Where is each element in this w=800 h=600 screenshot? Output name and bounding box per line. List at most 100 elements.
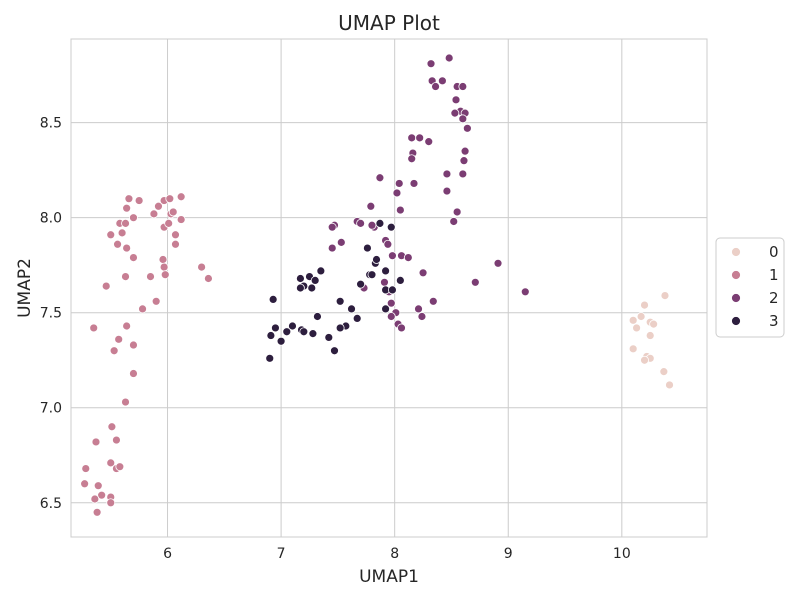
data-point-series-2 xyxy=(458,169,468,179)
data-point-series-2 xyxy=(470,277,480,287)
data-point-series-3 xyxy=(310,275,320,285)
data-point-series-3 xyxy=(386,222,396,232)
data-point-series-3 xyxy=(271,323,280,333)
data-point-series-2 xyxy=(394,179,404,188)
x-axis-label: UMAP1 xyxy=(359,567,419,587)
legend-marker-0 xyxy=(731,247,741,257)
data-point-series-2 xyxy=(458,82,468,91)
data-point-series-1 xyxy=(106,230,116,240)
data-point-series-2 xyxy=(414,304,423,314)
chart-title: UMAP Plot xyxy=(338,11,440,35)
data-point-series-1 xyxy=(81,464,91,473)
data-point-series-2 xyxy=(493,258,503,268)
data-point-series-1 xyxy=(151,296,161,306)
series-3-points xyxy=(265,218,405,363)
data-point-series-2 xyxy=(452,207,462,217)
data-point-series-3 xyxy=(276,336,286,346)
data-point-series-1 xyxy=(93,481,103,491)
data-point-series-1 xyxy=(107,422,117,432)
data-point-series-1 xyxy=(122,243,132,253)
data-point-series-1 xyxy=(146,272,155,281)
data-point-series-1 xyxy=(115,462,125,472)
series-0-points xyxy=(628,291,674,390)
data-point-series-1 xyxy=(176,215,186,224)
data-point-series-1 xyxy=(92,507,102,517)
series-1-points xyxy=(80,192,213,517)
data-point-series-1 xyxy=(121,272,130,281)
data-point-series-2 xyxy=(442,169,452,179)
data-point-series-3 xyxy=(372,255,381,264)
data-point-series-3 xyxy=(352,314,362,323)
data-point-series-1 xyxy=(197,262,207,272)
data-point-series-2 xyxy=(409,179,419,188)
data-point-series-2 xyxy=(327,222,337,232)
data-point-series-2 xyxy=(415,133,425,143)
data-point-series-3 xyxy=(375,218,385,228)
x-tick-label: 6 xyxy=(163,546,172,562)
data-point-series-1 xyxy=(171,230,180,240)
tick-labels: 6 7 8 9 10 6.5 7.0 7.5 8.0 8.5 xyxy=(40,116,631,562)
data-point-series-1 xyxy=(113,239,122,249)
data-point-series-2 xyxy=(520,287,530,297)
plot-area-frame xyxy=(70,38,708,538)
data-point-series-1 xyxy=(114,334,124,344)
data-point-series-3 xyxy=(296,274,305,283)
data-point-series-1 xyxy=(91,437,101,447)
data-point-series-1 xyxy=(117,228,127,238)
data-point-series-2 xyxy=(367,220,377,230)
data-point-series-3 xyxy=(367,270,377,280)
data-point-series-2 xyxy=(460,146,470,156)
data-point-series-2 xyxy=(417,312,427,321)
data-point-series-1 xyxy=(176,192,186,202)
data-point-series-1 xyxy=(204,274,213,283)
data-point-series-1 xyxy=(122,203,132,213)
data-point-series-0 xyxy=(659,367,669,377)
data-point-series-2 xyxy=(418,268,428,278)
data-point-series-1 xyxy=(160,270,170,280)
legend-label-1: 1 xyxy=(769,266,779,284)
data-point-series-3 xyxy=(356,279,366,289)
data-point-series-2 xyxy=(397,323,406,333)
legend-label-0: 0 xyxy=(769,243,779,261)
legend: 0 1 2 3 xyxy=(715,237,785,338)
data-point-series-2 xyxy=(428,296,438,306)
data-point-series-2 xyxy=(424,137,434,147)
data-point-series-1 xyxy=(122,321,132,331)
data-point-series-2 xyxy=(366,201,376,211)
data-point-series-0 xyxy=(645,331,655,340)
data-point-series-0 xyxy=(640,355,649,365)
data-point-series-3 xyxy=(335,296,345,306)
data-point-series-2 xyxy=(388,251,397,261)
x-tick-label: 10 xyxy=(613,546,631,562)
y-tick-label: 8.0 xyxy=(40,211,62,227)
x-tick-label: 9 xyxy=(504,546,513,562)
data-point-series-1 xyxy=(129,340,138,350)
data-point-series-2 xyxy=(336,237,346,247)
data-point-series-0 xyxy=(628,315,638,325)
data-point-series-1 xyxy=(106,498,116,508)
data-point-series-3 xyxy=(330,346,339,356)
data-point-series-3 xyxy=(363,243,372,253)
data-point-series-0 xyxy=(632,323,641,333)
data-point-series-3 xyxy=(307,283,317,293)
data-points xyxy=(80,53,674,517)
data-point-series-2 xyxy=(451,95,461,105)
legend-frame xyxy=(715,237,785,338)
data-point-series-1 xyxy=(106,458,116,468)
y-tick-label: 6.5 xyxy=(40,496,62,512)
data-point-series-1 xyxy=(121,397,130,407)
legend-items: 0 1 2 3 xyxy=(731,243,779,330)
data-point-series-3 xyxy=(268,295,278,304)
data-point-series-2 xyxy=(444,53,454,63)
data-point-series-2 xyxy=(426,59,436,69)
series-2-points xyxy=(327,53,530,333)
data-point-series-3 xyxy=(296,283,305,293)
data-point-series-1 xyxy=(171,239,180,249)
data-point-series-2 xyxy=(386,298,396,308)
data-point-series-2 xyxy=(392,188,402,198)
data-point-series-2 xyxy=(403,253,413,262)
data-point-series-2 xyxy=(386,312,396,321)
data-point-series-3 xyxy=(266,331,276,340)
